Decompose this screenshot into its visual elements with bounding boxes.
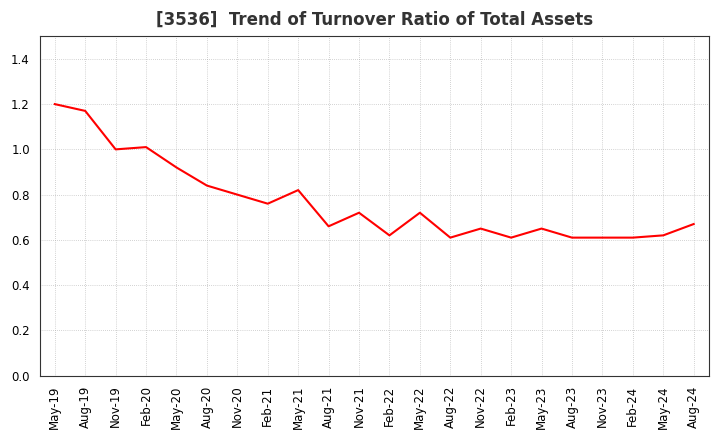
Title: [3536]  Trend of Turnover Ratio of Total Assets: [3536] Trend of Turnover Ratio of Total … — [156, 11, 593, 29]
